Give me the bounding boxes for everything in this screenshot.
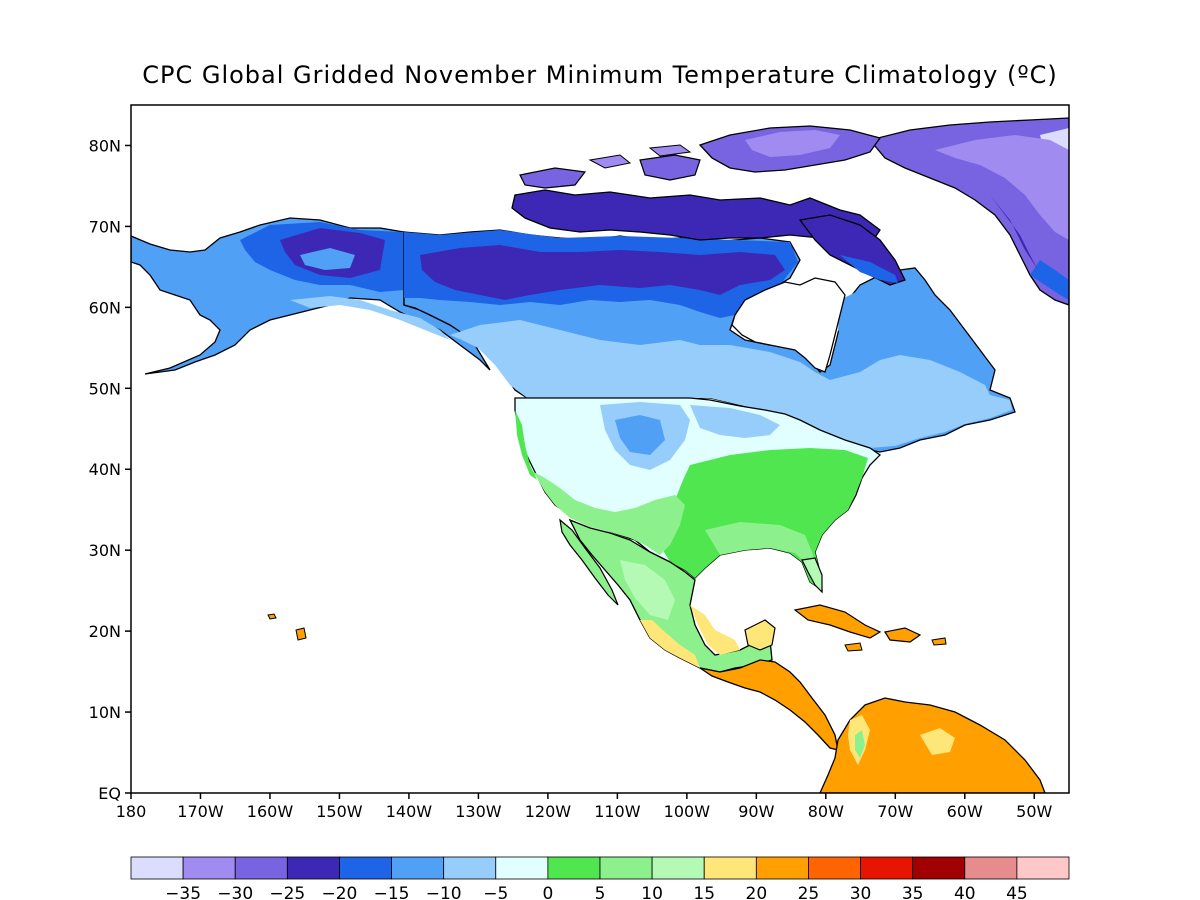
lat-label: 50N: [89, 379, 121, 398]
colorbar-label: −20: [321, 884, 357, 900]
arctic-island-west: [519, 167, 587, 189]
colorbar-label: −25: [269, 884, 305, 900]
colorbar-swatch: [182, 856, 236, 880]
colorbar-label: −5: [483, 884, 508, 900]
land-temperature-fills: [131, 117, 1069, 793]
colorbar-label: 20: [746, 884, 768, 900]
colorbar-swatch: [964, 856, 1018, 880]
lon-label: 50W: [1016, 802, 1052, 821]
colorbar-swatch: [755, 856, 809, 880]
hawaii-islands: [267, 613, 277, 620]
lat-label: 10N: [89, 703, 121, 722]
colorbar-label: 35: [902, 884, 924, 900]
colorbar-label: 30: [850, 884, 872, 900]
lon-label: 90W: [738, 802, 774, 821]
colorbar-label: −10: [426, 884, 462, 900]
lon-label: 170W: [177, 802, 224, 821]
jamaica: [844, 642, 863, 652]
lon-label: 130W: [455, 802, 502, 821]
lon-label: 80W: [808, 802, 844, 821]
colorbar-swatch: [808, 856, 861, 880]
lon-label: 120W: [525, 802, 572, 821]
colorbar-swatch: [1016, 856, 1070, 880]
colorbar-swatch: [391, 856, 445, 880]
lat-label: 80N: [89, 136, 121, 155]
arctic-island-small-2: [648, 144, 692, 157]
lon-label: 150W: [316, 802, 363, 821]
yucatan: [744, 619, 776, 651]
lat-label: 60N: [89, 298, 121, 317]
colorbar-swatch: [443, 856, 497, 880]
andes-green: [855, 730, 865, 758]
colorbar-label: 40: [954, 884, 976, 900]
alaska-south-coast: [290, 296, 450, 340]
colorbar-swatch: [703, 856, 757, 880]
cuba: [793, 604, 882, 639]
colorbar-swatch: [234, 856, 288, 880]
colorbar-label: −15: [374, 884, 410, 900]
colorbar-swatch: [860, 856, 914, 880]
lon-label: 70W: [877, 802, 913, 821]
colorbar-swatch: [339, 856, 392, 880]
lat-label: 40N: [89, 460, 121, 479]
lon-label: 100W: [664, 802, 711, 821]
colorbar-swatch: [286, 856, 340, 880]
hudson-bay: [731, 277, 846, 373]
hudson-bay-east-shore-band: [838, 278, 940, 345]
greenland-coast-warmer: [1030, 260, 1069, 300]
greenland-se-coast: [990, 195, 1038, 270]
hawaii-big-island: [295, 627, 307, 641]
puerto-rico: [931, 637, 947, 646]
usa-west-coast-green: [515, 410, 537, 480]
canada-core-coldest: [420, 245, 785, 300]
colorbar-swatch: [495, 856, 549, 880]
mexico-highlands-light: [620, 560, 675, 620]
lat-label: 20N: [89, 622, 121, 641]
lon-label: 160W: [247, 802, 294, 821]
colorbar-label: 15: [693, 884, 715, 900]
northern-plains-light: [690, 405, 780, 438]
baffin-south-band: [840, 255, 898, 283]
mexico-gulf-coast-yellow: [690, 605, 740, 655]
greenland-inner-band: [935, 135, 1069, 240]
lat-label: 70N: [89, 217, 121, 236]
colorbar: −35 −30 −25 −20 −15 −10 −5 0 5 10 15 20 25 30 35 40 45: [130, 856, 1070, 900]
alaska-interior-lighter: [300, 248, 355, 270]
colorbar-swatch: [651, 856, 705, 880]
canada-mid-band-light: [450, 320, 1012, 448]
hispaniola: [884, 627, 922, 643]
lon-label: 180: [116, 802, 147, 821]
baja-california: [559, 518, 619, 606]
arctic-island-small-1: [588, 154, 632, 169]
colorbar-swatch: [912, 856, 966, 880]
colorbar-label: 25: [798, 884, 820, 900]
lon-label: 60W: [947, 802, 983, 821]
colorbar-label: 0: [542, 884, 553, 900]
rockies-coldest: [615, 415, 665, 455]
colorbar-label: −30: [217, 884, 253, 900]
usa-southeast-lighter: [705, 522, 818, 572]
colorbar-swatch: [130, 856, 184, 880]
colorbar-label: 10: [641, 884, 663, 900]
lon-label: 140W: [386, 802, 433, 821]
lat-label: EQ: [98, 784, 121, 803]
arctic-island-mid: [639, 154, 701, 181]
florida: [801, 557, 823, 594]
usa-east-green: [660, 448, 868, 590]
colorbar-label: −35: [165, 884, 201, 900]
colorbar-label: 45: [1006, 884, 1028, 900]
chart-title: CPC Global Gridded November Minimum Temp…: [142, 61, 1058, 89]
usa-southwest-green: [530, 470, 685, 555]
venezuela-highlands: [920, 728, 955, 755]
map-frame: [130, 104, 1070, 794]
mexico-south-yellow: [640, 620, 700, 668]
colorbar-swatch: [547, 856, 601, 880]
ellesmere-lighter: [745, 130, 840, 157]
colorbar-swatch: [599, 856, 653, 880]
lon-label: 110W: [594, 802, 641, 821]
lat-label: 30N: [89, 541, 121, 560]
colorbar-label: 5: [595, 884, 606, 900]
